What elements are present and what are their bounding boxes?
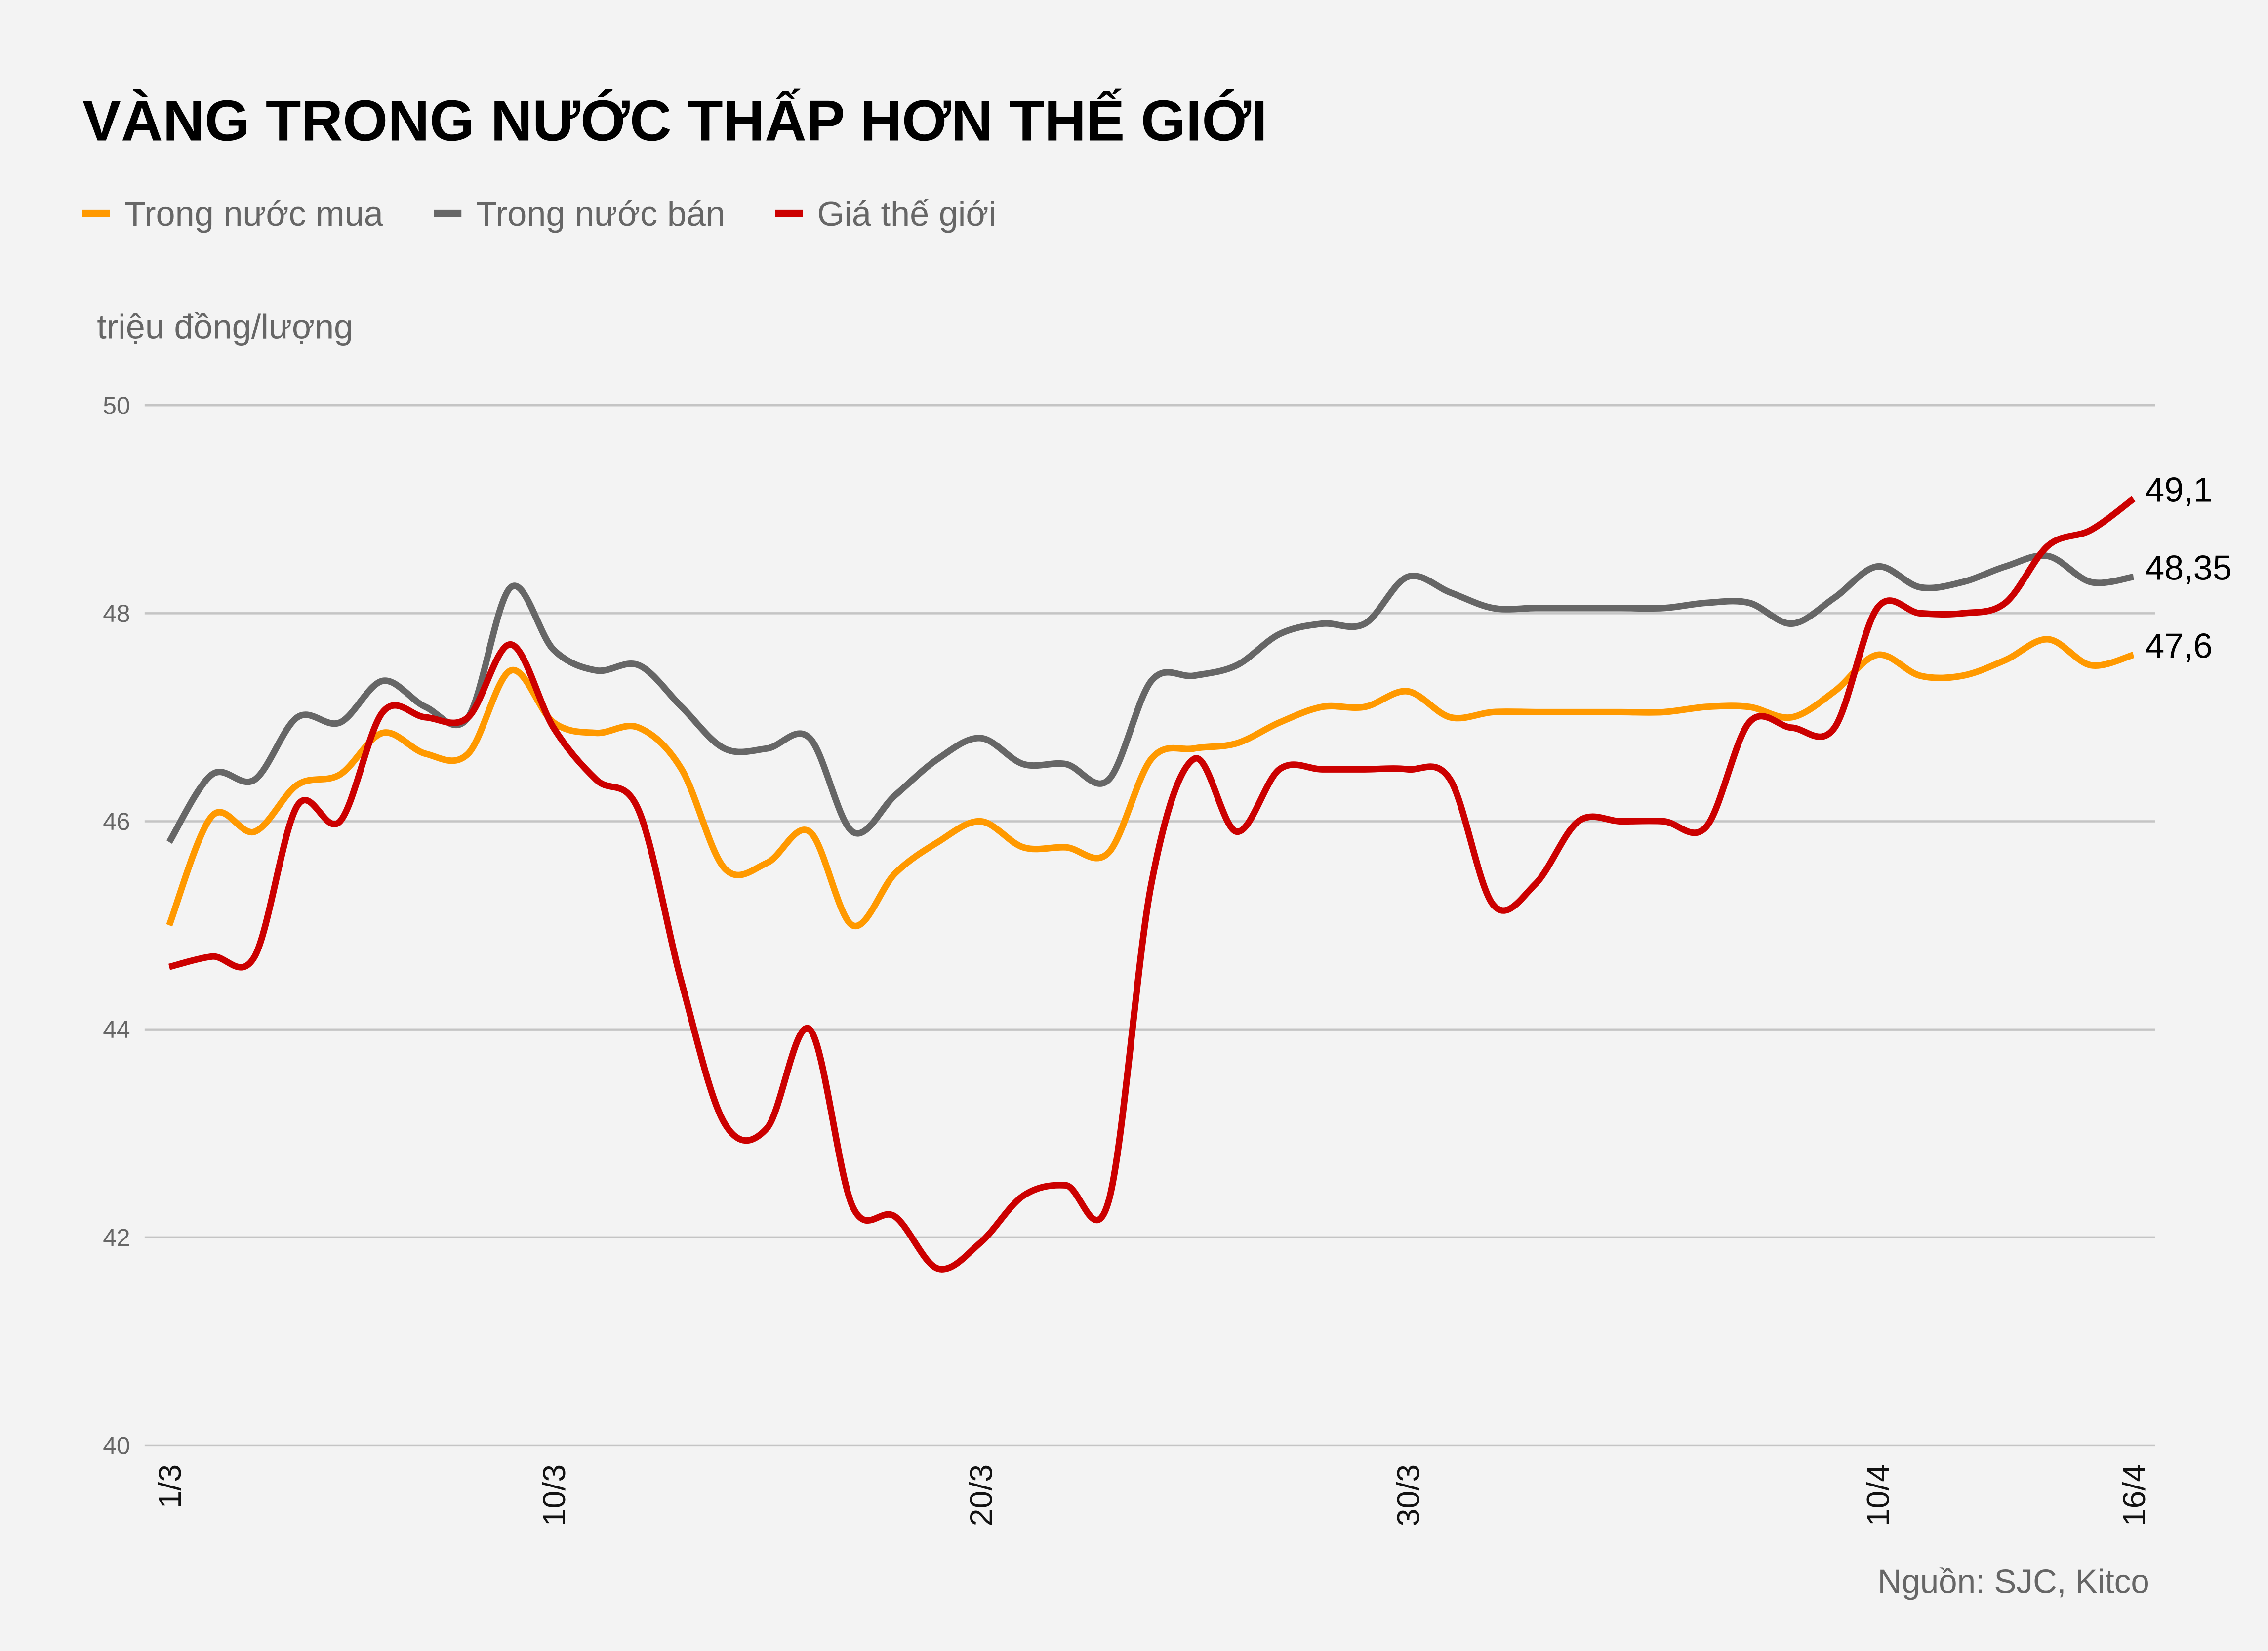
legend-swatch	[434, 209, 462, 217]
end-value-label: 49,1	[2145, 470, 2213, 509]
gridlines	[144, 404, 2155, 1447]
x-tick-label: 10/4	[1860, 1464, 1896, 1526]
y-tick-label: 48	[103, 600, 130, 627]
source-note: Nguồn: SJC, Kitco	[1878, 1564, 2149, 1601]
y-tick-label: 46	[103, 808, 130, 835]
y-axis-ticks: 40 42 44 46 48 50	[103, 392, 130, 1460]
x-tick-label: 20/3	[964, 1464, 999, 1526]
x-axis-ticks: 1/3 10/3 20/3 30/3 10/4 16/4	[152, 1464, 2152, 1526]
legend-item-label: Giá thế giới	[817, 194, 996, 233]
end-labels: 47,6 48,35 49,1	[2145, 470, 2232, 665]
x-tick-label: 30/3	[1390, 1464, 1426, 1526]
legend-item-label: Trong nước bán	[476, 194, 726, 233]
y-axis-label: triệu đồng/lượng	[97, 307, 353, 346]
y-tick-label: 42	[103, 1224, 130, 1251]
chart-title: VÀNG TRONG NƯỚC THẤP HƠN THẾ GIỚI	[82, 88, 1267, 153]
y-tick-label: 50	[103, 392, 130, 419]
x-tick-label: 1/3	[152, 1464, 188, 1509]
end-value-label: 48,35	[2145, 548, 2232, 587]
x-tick-label: 16/4	[2116, 1464, 2152, 1526]
series-line-2	[168, 496, 2136, 1273]
series-line-0	[166, 636, 2135, 929]
series-line-1	[166, 552, 2134, 844]
legend-swatch	[82, 209, 110, 217]
legend-item-label: Trong nước mua	[124, 194, 384, 233]
legend-swatch	[775, 209, 803, 217]
end-value-label: 47,6	[2145, 626, 2213, 665]
y-tick-label: 40	[103, 1432, 130, 1459]
series-lines	[166, 496, 2136, 1273]
y-tick-label: 44	[103, 1016, 130, 1043]
legend: Trong nước mua Trong nước bán Giá thế giới	[82, 194, 996, 233]
x-tick-label: 10/3	[536, 1464, 572, 1526]
